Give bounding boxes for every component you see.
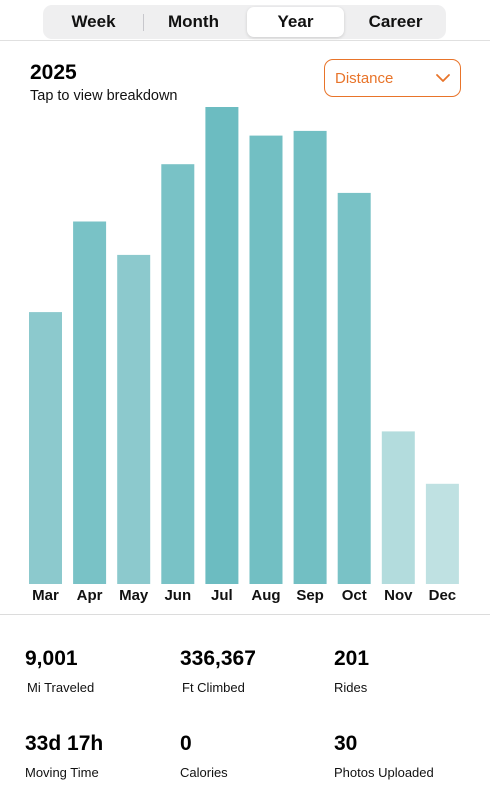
- month-label-may: May: [119, 587, 149, 604]
- month-label-apr: Apr: [77, 587, 103, 604]
- bar-mar[interactable]: [29, 312, 62, 584]
- stat-photos-label: Photos Uploaded: [334, 765, 434, 780]
- month-label-aug: Aug: [251, 587, 280, 604]
- bar-sep[interactable]: [293, 130, 327, 584]
- bar-aug[interactable]: [249, 135, 283, 584]
- bar-nov[interactable]: [381, 431, 415, 584]
- chevron-down-icon: [436, 74, 450, 82]
- bar-jul[interactable]: [205, 107, 239, 584]
- breakdown-hint: Tap to view breakdown: [30, 88, 178, 104]
- bar-oct[interactable]: [337, 192, 371, 584]
- month-label-jun: Jun: [164, 587, 191, 604]
- metric-dropdown[interactable]: Distance: [324, 59, 461, 97]
- stat-distance-label: Mi Traveled: [27, 680, 95, 695]
- tab-year[interactable]: Year: [247, 7, 344, 37]
- metric-dropdown-label: Distance: [335, 70, 394, 87]
- month-label-sep: Sep: [296, 587, 324, 604]
- bar-may[interactable]: [117, 254, 151, 584]
- monthly-distance-chart[interactable]: Mar Apr May Jun Jul Aug Sep Oct Nov Dec: [0, 100, 490, 610]
- stat-photos-value: 30: [334, 732, 358, 755]
- bar-apr[interactable]: [73, 221, 107, 585]
- bar-jun[interactable]: [161, 164, 195, 584]
- chart-divider: [0, 614, 490, 615]
- stat-moving-time-label: Moving Time: [25, 765, 99, 780]
- stat-elevation-value: 336,367: [180, 647, 256, 670]
- month-label-jul: Jul: [211, 587, 233, 604]
- period-segmented-control: Week Month Year Career: [43, 5, 446, 39]
- stat-calories-value: 0: [180, 732, 192, 755]
- month-label-nov: Nov: [384, 587, 413, 604]
- month-label-mar: Mar: [32, 587, 59, 604]
- stat-rides-label: Rides: [334, 680, 368, 695]
- stat-rides-value: 201: [334, 647, 370, 670]
- segment-divider: [143, 14, 144, 31]
- stat-distance-value: 9,001: [25, 647, 78, 670]
- bar-dec[interactable]: [425, 483, 459, 584]
- tab-week[interactable]: Week: [71, 12, 116, 31]
- month-label-dec: Dec: [429, 587, 457, 604]
- stat-calories-label: Calories: [180, 765, 228, 780]
- year-title: 2025: [30, 61, 77, 84]
- header-divider: [0, 40, 490, 41]
- tab-month[interactable]: Month: [168, 12, 219, 31]
- stat-elevation-label: Ft Climbed: [182, 680, 245, 695]
- stat-moving-time-value: 33d 17h: [25, 732, 104, 755]
- month-label-oct: Oct: [342, 587, 367, 604]
- tab-career[interactable]: Career: [368, 12, 423, 31]
